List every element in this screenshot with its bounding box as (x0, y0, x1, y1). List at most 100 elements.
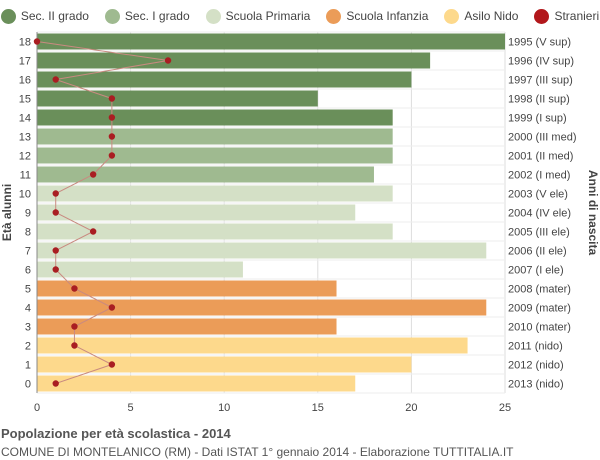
age-tick-label: 11 (20, 170, 31, 182)
x-tick-label: 20 (405, 402, 417, 414)
stranieri-point (89, 171, 97, 178)
birth-year-label: 2001 (II med) (508, 151, 573, 163)
age-tick-label: 12 (19, 151, 31, 163)
legend-label: Stranieri (554, 9, 600, 23)
stranieri-point (52, 209, 59, 216)
birth-year-label: 2000 (III med) (508, 132, 576, 144)
bar (37, 109, 393, 126)
bar (37, 242, 487, 259)
legend-swatch (104, 8, 120, 24)
bar (37, 166, 374, 183)
birth-year-label: 2007 (I ele) (508, 265, 564, 277)
stranieri-point (108, 95, 116, 102)
stranieri-point (108, 152, 116, 159)
chart-title: Popolazione per età scolastica - 2014 (1, 426, 231, 441)
age-tick-label: 18 (19, 37, 31, 49)
legend-label: Sec. I grado (124, 9, 190, 23)
stranieri-point (71, 285, 78, 292)
age-tick-label: 1 (25, 360, 31, 372)
y-axis-title-left: Età alunni (0, 184, 14, 241)
stranieri-point (71, 342, 78, 349)
legend: Sec. II grado Sec. I grado Scuola Primaria… (0, 6, 600, 26)
birth-year-label: 2011 (nido) (508, 341, 563, 353)
stranieri-point (108, 304, 116, 311)
stranieri-point (52, 190, 59, 197)
legend-item: Scuola Primaria (205, 6, 311, 26)
stranieri-point (71, 323, 78, 330)
age-tick-label: 6 (25, 265, 31, 277)
birth-year-label: 2009 (mater) (508, 303, 571, 315)
birth-year-label: 2012 (nido) (508, 360, 564, 372)
bar (37, 299, 487, 316)
y-axis-title-right: Anni di nascita (586, 170, 600, 256)
age-tick-label: 4 (25, 303, 31, 315)
legend-item: Sec. II grado (0, 6, 89, 26)
age-tick-label: 8 (25, 227, 31, 239)
age-tick-label: 17 (19, 56, 31, 68)
legend-swatch (205, 8, 221, 24)
birth-year-label: 2003 (V ele) (508, 189, 568, 201)
birth-year-label: 1997 (III sup) (508, 75, 573, 87)
stranieri-point (52, 247, 59, 254)
birth-year-label: 2010 (mater) (508, 322, 571, 334)
legend-label: Scuola Infanzia (346, 9, 429, 23)
birth-year-label: 2005 (III ele) (508, 227, 570, 239)
x-tick-label: 0 (34, 402, 40, 414)
stranieri-point (52, 380, 59, 387)
age-tick-label: 5 (25, 284, 31, 296)
birth-year-label: 2008 (mater) (508, 284, 571, 296)
legend-swatch (534, 8, 550, 24)
birth-year-label: 2002 (I med) (508, 170, 570, 182)
birth-year-label: 1999 (I sup) (508, 113, 567, 125)
bar (37, 356, 412, 373)
legend-swatch (444, 8, 460, 24)
legend-item: Stranieri (534, 6, 599, 26)
age-tick-label: 0 (25, 379, 31, 391)
legend-label: Asilo Nido (464, 9, 519, 23)
bar (37, 261, 243, 278)
age-tick-label: 14 (19, 113, 31, 125)
age-tick-label: 15 (19, 94, 31, 106)
birth-year-label: 2013 (nido) (508, 379, 564, 391)
bar (37, 337, 468, 354)
bar (37, 280, 337, 297)
x-tick-label: 15 (312, 402, 324, 414)
birth-year-label: 1995 (V sup) (508, 37, 571, 49)
legend-label: Scuola Primaria (225, 9, 311, 23)
bar (37, 185, 393, 202)
legend-label: Sec. II grado (20, 9, 89, 23)
legend-item: Asilo Nido (444, 6, 518, 26)
legend-swatch (0, 8, 16, 24)
bar (37, 375, 356, 392)
stranieri-point (108, 114, 116, 121)
stranieri-point (33, 38, 41, 45)
birth-year-label: 1998 (II sup) (508, 94, 570, 106)
legend-swatch (326, 8, 342, 24)
bar (37, 128, 393, 145)
bar (37, 71, 412, 88)
stranieri-point (89, 228, 97, 235)
birth-year-label: 2004 (IV ele) (508, 208, 571, 220)
stranieri-point (52, 266, 59, 273)
stranieri-point (52, 76, 59, 83)
age-tick-label: 16 (19, 75, 31, 87)
age-tick-label: 7 (25, 246, 31, 258)
bar (37, 204, 356, 221)
bar (37, 90, 318, 107)
bar (37, 33, 505, 50)
bar (37, 318, 337, 335)
legend-item: Sec. I grado (104, 6, 190, 26)
x-tick-label: 5 (128, 402, 134, 414)
stranieri-point (108, 133, 116, 140)
age-tick-label: 3 (25, 322, 31, 334)
age-tick-label: 13 (19, 132, 31, 144)
x-tick-label: 25 (499, 402, 511, 414)
birth-year-label: 1996 (IV sup) (508, 56, 574, 68)
bar (37, 147, 393, 164)
chart-subtitle: COMUNE DI MONTELANICO (RM) - Dati ISTAT … (1, 445, 514, 459)
legend-item: Scuola Infanzia (326, 6, 428, 26)
age-tick-label: 9 (25, 208, 31, 220)
x-tick-label: 10 (218, 402, 230, 414)
